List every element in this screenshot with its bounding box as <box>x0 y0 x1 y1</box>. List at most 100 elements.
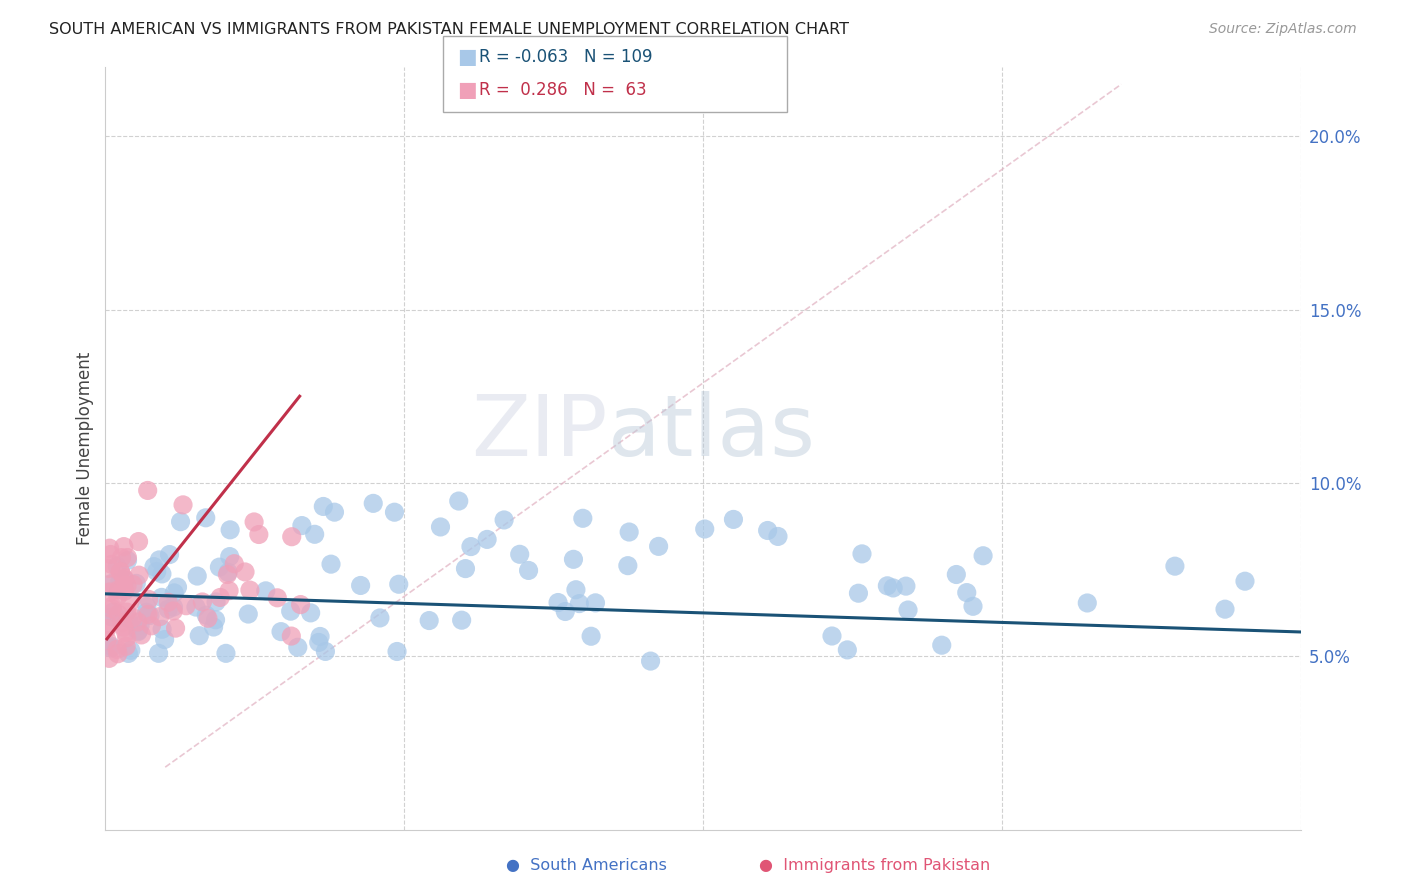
Point <box>1076 596 1098 610</box>
Point <box>945 567 967 582</box>
Point <box>101 599 124 613</box>
Point <box>135 599 157 614</box>
Point <box>238 607 260 621</box>
Point <box>1233 574 1256 589</box>
Point <box>128 568 150 582</box>
Point <box>129 618 152 632</box>
Point <box>112 571 135 585</box>
Point <box>194 510 217 524</box>
Point <box>882 581 904 595</box>
Point <box>169 515 191 529</box>
Point <box>821 629 844 643</box>
Point <box>107 607 129 621</box>
Point <box>723 512 745 526</box>
Point <box>287 640 309 655</box>
Point <box>117 553 139 567</box>
Point <box>108 574 131 589</box>
Point <box>96 633 118 648</box>
Point <box>299 606 322 620</box>
Text: Source: ZipAtlas.com: Source: ZipAtlas.com <box>1209 22 1357 37</box>
Point <box>385 644 408 658</box>
Point <box>460 540 482 554</box>
Point <box>172 498 194 512</box>
Point <box>280 604 302 618</box>
Point <box>931 638 953 652</box>
Point <box>127 615 149 629</box>
Point <box>100 639 122 653</box>
Point <box>323 505 346 519</box>
Point <box>972 549 994 563</box>
Point <box>186 569 208 583</box>
Point <box>429 520 451 534</box>
Point <box>142 559 165 574</box>
Point <box>280 530 302 544</box>
Point <box>693 522 716 536</box>
Point <box>640 654 662 668</box>
Point <box>368 611 391 625</box>
Point <box>565 582 588 597</box>
Point <box>195 608 218 623</box>
Point <box>98 585 121 599</box>
Point <box>148 553 170 567</box>
Point <box>218 549 240 564</box>
Point <box>115 640 138 654</box>
Point <box>224 557 246 571</box>
Point <box>101 576 124 591</box>
Point <box>205 595 228 609</box>
Point <box>851 547 873 561</box>
Point <box>208 560 231 574</box>
Point <box>418 614 440 628</box>
Point <box>174 599 197 613</box>
Point <box>475 533 498 547</box>
Point <box>766 529 789 543</box>
Point <box>96 622 118 636</box>
Point <box>122 610 145 624</box>
Point <box>120 643 142 657</box>
Point <box>162 604 184 618</box>
Point <box>149 609 172 624</box>
Point <box>100 548 122 562</box>
Point <box>562 552 585 566</box>
Point <box>617 524 640 539</box>
Point <box>162 600 184 615</box>
Point <box>848 586 870 600</box>
Text: ■: ■ <box>457 47 477 67</box>
Point <box>114 625 136 640</box>
Point <box>138 592 160 607</box>
Point <box>894 579 917 593</box>
Point <box>112 584 135 599</box>
Point <box>219 523 242 537</box>
Point <box>314 644 336 658</box>
Point <box>115 631 138 645</box>
Point <box>290 598 312 612</box>
Point <box>117 647 139 661</box>
Point <box>157 602 180 616</box>
Point <box>150 591 173 605</box>
Point <box>128 624 150 638</box>
Point <box>215 646 238 660</box>
Point <box>956 585 979 599</box>
Point <box>145 565 167 579</box>
Point <box>96 617 118 632</box>
Point <box>117 550 139 565</box>
Point <box>166 580 188 594</box>
Point <box>153 632 176 647</box>
Point <box>100 577 122 591</box>
Point <box>136 607 159 622</box>
Point <box>150 566 173 581</box>
Text: ZIP: ZIP <box>471 392 607 475</box>
Y-axis label: Female Unemployment: Female Unemployment <box>76 351 94 545</box>
Point <box>125 576 148 591</box>
Text: ●  South Americans: ● South Americans <box>506 858 666 872</box>
Point <box>100 640 122 655</box>
Point <box>120 595 142 609</box>
Point <box>291 518 314 533</box>
Point <box>312 500 335 514</box>
Point <box>107 589 129 603</box>
Point <box>105 642 128 657</box>
Point <box>349 578 371 592</box>
Point <box>110 550 132 565</box>
Point <box>547 595 569 609</box>
Point <box>509 547 531 561</box>
Point <box>837 643 859 657</box>
